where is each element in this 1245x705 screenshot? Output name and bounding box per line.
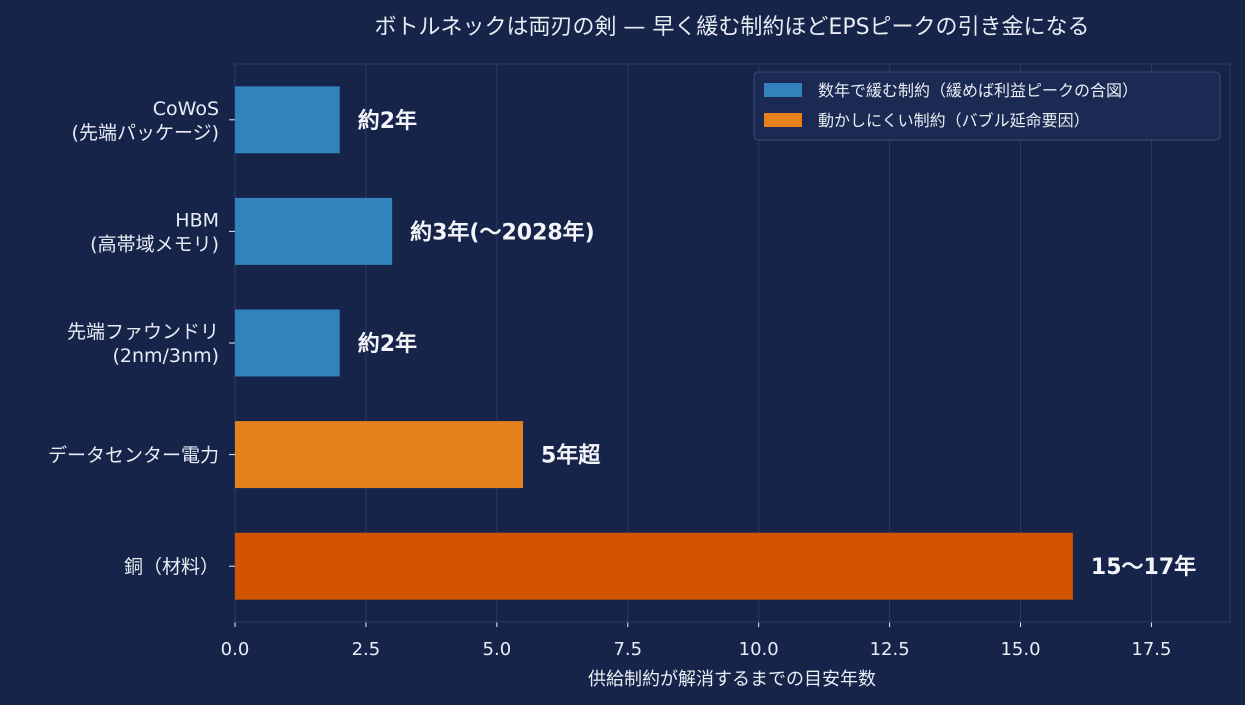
x-tick-label: 0.0 [221, 639, 250, 660]
bar [235, 310, 340, 377]
data-label: 5年超 [541, 443, 601, 469]
data-label: 15〜17年 [1091, 554, 1196, 580]
category-label: 銅（材料） [124, 556, 219, 578]
data-label: 約2年 [358, 108, 417, 134]
bar [235, 421, 523, 488]
legend-swatch [764, 113, 802, 127]
x-tick-label: 10.0 [739, 639, 779, 660]
x-tick-label: 7.5 [613, 639, 642, 660]
category-label: (先端パッケージ) [72, 122, 219, 144]
legend-swatch [764, 83, 802, 97]
category-label: (2nm/3nm) [112, 345, 219, 367]
x-tick-label: 17.5 [1131, 639, 1171, 660]
x-axis-label: 供給制約が解消するまでの目安年数 [588, 669, 876, 690]
data-label: 約3年(〜2028年) [410, 219, 595, 245]
category-label: CoWoS [153, 98, 219, 120]
legend-label: 数年で緩む制約（緩めば利益ピークの合図） [818, 81, 1138, 100]
chart-title: ボトルネックは両刃の剣 — 早く緩む制約ほどEPSピークの引き金になる [374, 15, 1089, 40]
category-label: (高帯域メモリ) [90, 233, 219, 255]
x-tick-label: 5.0 [483, 639, 512, 660]
data-label: 約2年 [358, 331, 417, 357]
plot-area: 0.0 2.5 5.0 7.5 10.0 12.5 15.0 17.5 CoWoS(先端パッケー… [48, 64, 1230, 660]
bar [235, 198, 392, 265]
legend: 数年で緩む制約（緩めば利益ピークの合図） 動かしにくい制約（バブル延命要因） [754, 72, 1220, 140]
legend-label: 動かしにくい制約（バブル延命要因） [818, 111, 1090, 130]
bar [235, 86, 340, 153]
category-label: 先端ファウンドリ [67, 321, 219, 343]
x-tick-label: 15.0 [1000, 639, 1040, 660]
bar [235, 533, 1073, 600]
x-tick-label: 12.5 [870, 639, 910, 660]
x-tick-label: 2.5 [352, 639, 381, 660]
category-label: HBM [175, 209, 219, 231]
category-label: データセンター電力 [48, 445, 219, 467]
